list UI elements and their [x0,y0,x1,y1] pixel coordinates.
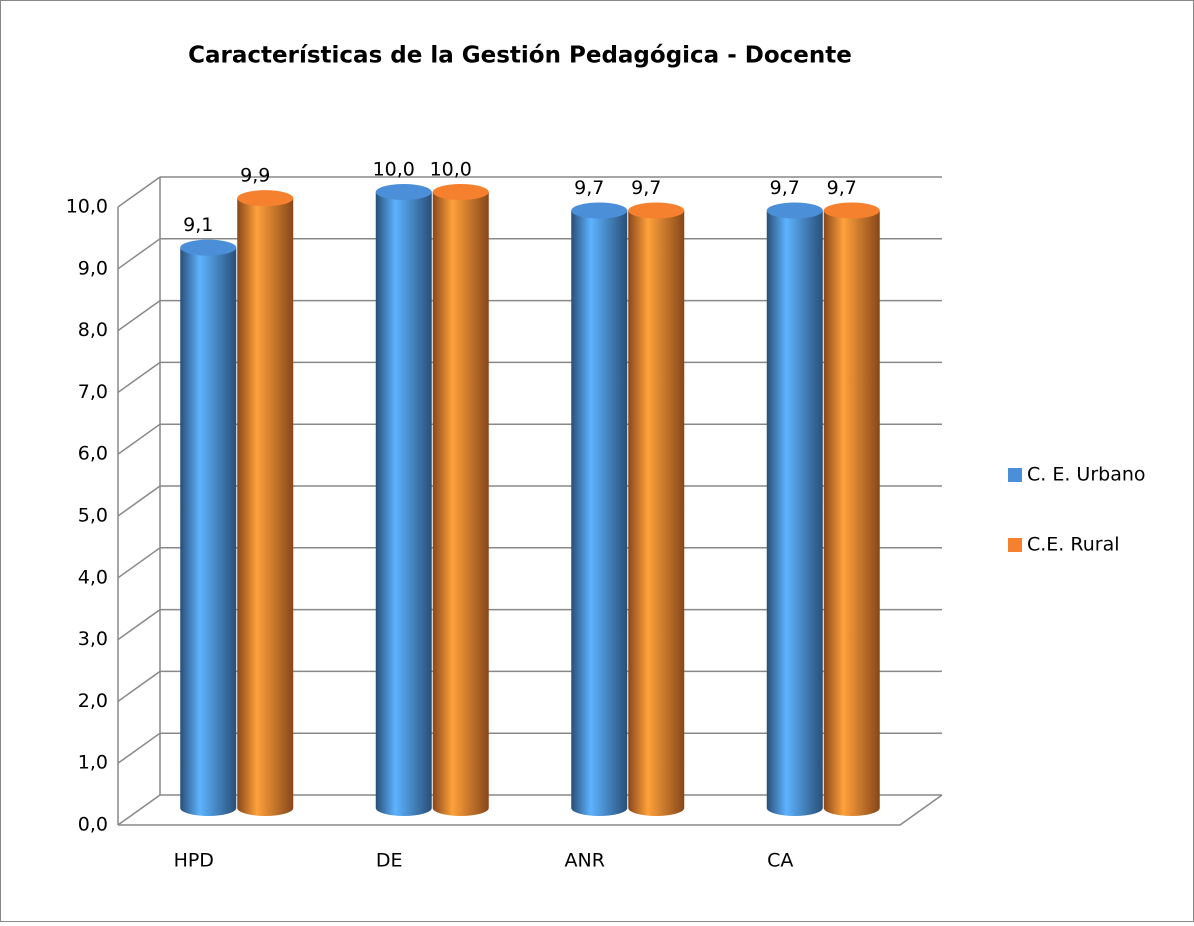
tick-mark [117,238,161,270]
tick-mark [117,423,161,455]
data-label: 10,0 [373,159,415,181]
x-tick-label: DE [376,850,403,872]
y-tick-label: 4,0 [78,566,108,588]
y-tick-label: 2,0 [78,690,108,712]
x-tick-label: HPD [174,850,214,872]
y-tick-label: 0,0 [78,814,108,836]
tick-mark [117,732,161,764]
y-tick-label: 10,0 [66,196,108,218]
tick-mark [117,299,161,332]
data-label: 9,7 [770,177,800,199]
legend-swatch [1008,538,1022,552]
legend-label: C. E. Urbano [1027,464,1146,486]
x-tick-label: ANR [565,850,605,872]
y-tick-label: 8,0 [78,319,108,341]
tick-mark [117,485,161,517]
y-tick-label: 9,0 [78,257,108,279]
bar [375,184,432,816]
data-label: 9,7 [631,177,661,199]
bar [766,202,823,817]
data-label: 9,9 [240,165,270,187]
y-tick-label: 5,0 [78,505,108,527]
tick-mark [117,361,161,394]
legend-swatch [1008,468,1022,482]
y-tick-label: 3,0 [78,628,108,650]
bar [823,202,880,817]
legend-label: C.E. Rural [1027,534,1120,556]
tick-mark [117,670,161,703]
chart-title: Características de la Gestión Pedagógica… [188,43,852,69]
x-tick-label: CA [767,850,793,872]
tick-mark [117,608,161,641]
data-label: 9,7 [574,177,604,199]
bar [237,190,294,816]
tick-mark [117,176,161,208]
floor [118,794,943,826]
tick-mark [117,794,161,826]
bar [180,239,237,816]
data-label: 9,7 [827,177,857,199]
y-tick-label: 7,0 [78,381,108,403]
bar [571,202,628,817]
data-label: 10,0 [430,159,472,181]
y-tick-label: 1,0 [78,752,108,774]
y-tick-label: 6,0 [78,443,108,465]
bar [432,184,489,816]
data-label: 9,1 [183,214,213,236]
bar [628,202,685,817]
tick-mark [117,547,161,579]
